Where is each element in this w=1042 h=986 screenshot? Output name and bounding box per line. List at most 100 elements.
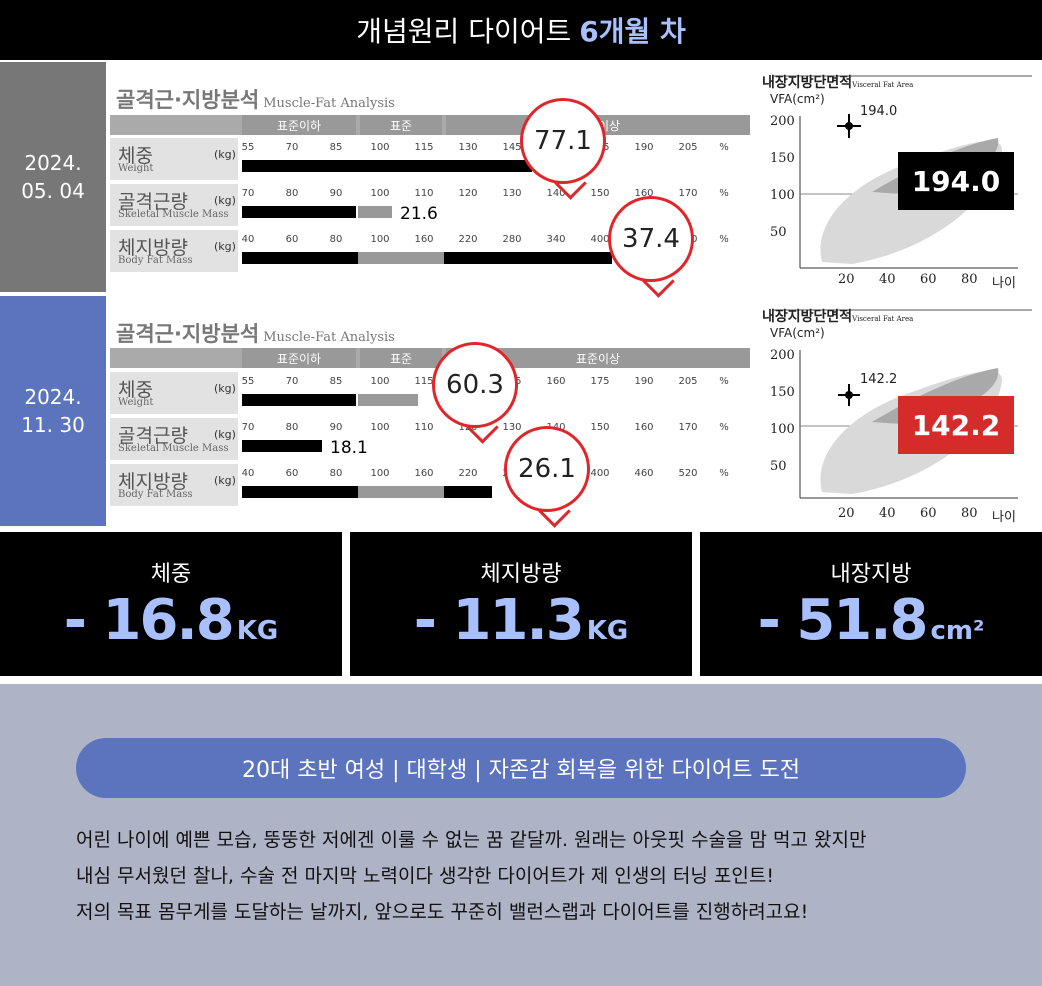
row-label: [110, 138, 238, 180]
vfa-xtick: 60: [920, 506, 937, 521]
stat-visceral-fat: 내장지방 - 51.8 cm²: [700, 532, 1042, 676]
row-body-fat: 체지방량 Body Fat Mass (kg) 4060801001602202…: [110, 464, 750, 508]
scale-tick: 160: [414, 468, 434, 479]
scale-tick: 80: [285, 188, 299, 199]
row-unit: (kg): [214, 148, 236, 161]
scale-tick: 145: [502, 142, 522, 153]
scale-tick: %: [719, 468, 729, 479]
scale-tick: 280: [502, 234, 522, 245]
scale-tick: 100: [370, 142, 390, 153]
page-header: 개념원리 다이어트 6개월 차: [0, 0, 1042, 60]
scale-tick: 160: [634, 188, 654, 199]
scale-tick: 150: [590, 422, 610, 433]
scale-tick: 40: [241, 468, 255, 479]
scale-tick: 130: [458, 142, 478, 153]
scale-tick: 80: [329, 234, 343, 245]
row-bar: [242, 440, 322, 452]
date-badge-after: 2024. 11. 30: [0, 296, 106, 526]
vfa-xtick: 20: [838, 506, 855, 521]
vfa-xtick: 나이: [992, 276, 1016, 291]
scale-tick: %: [719, 376, 729, 387]
panel-title: 골격근·지방분석 Muscle-Fat Analysis: [116, 318, 395, 348]
scale-tick: 60: [285, 234, 299, 245]
row-bar: [242, 160, 532, 172]
scale-tick: 100: [370, 376, 390, 387]
vfa-ytick: 50: [770, 225, 787, 240]
row-bar-normal: [358, 206, 392, 218]
stat-label: 내장지방: [830, 562, 912, 587]
vfa-xtick: 80: [961, 506, 978, 521]
vfa-ytick: 200: [770, 114, 795, 129]
stat-unit: KG: [586, 616, 629, 646]
row-unit: (kg): [214, 474, 236, 487]
scale-tick: 70: [241, 422, 255, 433]
scale-tick: 100: [370, 422, 390, 433]
scale-tick: 160: [634, 422, 654, 433]
vfa-title-ko: 내장지방단면적: [762, 75, 853, 91]
panel-title-ko: 골격근·지방분석: [116, 88, 260, 112]
panel-title-en: Muscle-Fat Analysis: [263, 96, 395, 111]
row-label-en: Weight: [118, 397, 154, 408]
scale-tick: 80: [329, 468, 343, 479]
row-bar: [242, 206, 356, 218]
stat-unit: cm²: [930, 616, 985, 646]
row-value: 21.6: [400, 204, 438, 224]
row-bar-normal: [358, 394, 418, 406]
row-value: 18.1: [330, 438, 368, 458]
vfa-axis-label: VFA(cm²): [770, 92, 825, 106]
scale-tick: 190: [634, 376, 654, 387]
scale-tick: 205: [678, 142, 698, 153]
stat-value-wrap: - 16.8 KG: [0, 588, 342, 653]
scale-tick: 520: [678, 468, 698, 479]
vfa-title-en: Visceral Fat Area: [852, 81, 914, 89]
stat-value-wrap: - 11.3 KG: [350, 588, 692, 653]
vfa-title: 내장지방단면적Visceral Fat Area: [762, 306, 913, 326]
panel-title: 골격근·지방분석 Muscle-Fat Analysis: [116, 84, 395, 114]
scale-tick: 170: [678, 188, 698, 199]
stat-unit: KG: [236, 616, 279, 646]
stat-value: - 16.8: [63, 588, 235, 653]
vfa-xtick: 나이: [992, 510, 1016, 525]
row-unit: (kg): [214, 382, 236, 395]
vfa-point-label: 194.0: [860, 104, 898, 119]
row-label: [110, 464, 238, 506]
vfa-ytick: 100: [770, 422, 795, 437]
vfa-ytick: 50: [770, 459, 787, 474]
scale-tick: 90: [329, 422, 343, 433]
vfa-ytick: 150: [770, 151, 795, 166]
scale-tick: %: [719, 234, 729, 245]
profile-section: 20대 초반 여성 | 대학생 | 자존감 회복을 위한 다이어트 도전 어린 …: [0, 684, 1042, 986]
date-day: 11. 30: [21, 413, 85, 437]
row-bar-normal: [358, 252, 444, 264]
scale-tick: 60: [285, 468, 299, 479]
scale-tick: 100: [370, 468, 390, 479]
vfa-xtick: 40: [879, 506, 896, 521]
vfa-value-box: 142.2: [898, 396, 1014, 454]
vfa-ytick: 150: [770, 385, 795, 400]
row-scale: 557085100115130145160175190205%: [242, 142, 750, 156]
band-normal: 표준: [360, 115, 442, 135]
vfa-axis-label: VFA(cm²): [770, 326, 825, 340]
date-day: 05. 04: [21, 179, 85, 203]
row-scale: 406080100160220280340400460520%: [242, 468, 750, 482]
vfa-title-ko: 내장지방단면적: [762, 309, 853, 325]
date-year: 2024.: [24, 151, 82, 175]
scale-tick: 160: [546, 376, 566, 387]
scale-tick: 115: [414, 142, 434, 153]
vfa-marker: [838, 384, 860, 406]
scale-tick: 100: [370, 234, 390, 245]
scale-tick: %: [719, 142, 729, 153]
scale-tick: 70: [241, 188, 255, 199]
scale-tick: 115: [414, 376, 434, 387]
row-label-ko: 체지방량: [118, 471, 188, 493]
vfa-chart-before: 내장지방단면적Visceral Fat Area VFA(cm²) 200 150…: [762, 72, 1038, 294]
row-unit: (kg): [214, 194, 236, 207]
scale-tick: 130: [502, 188, 522, 199]
scale-tick: 70: [285, 376, 299, 387]
header-highlight: 6개월 차: [579, 15, 686, 48]
band-normal: 표준: [360, 348, 442, 368]
scale-tick: 220: [458, 468, 478, 479]
row-skeletal-muscle: 골격근량 Skeletal Muscle Mass (kg) 70 80 90 100…: [110, 418, 750, 462]
